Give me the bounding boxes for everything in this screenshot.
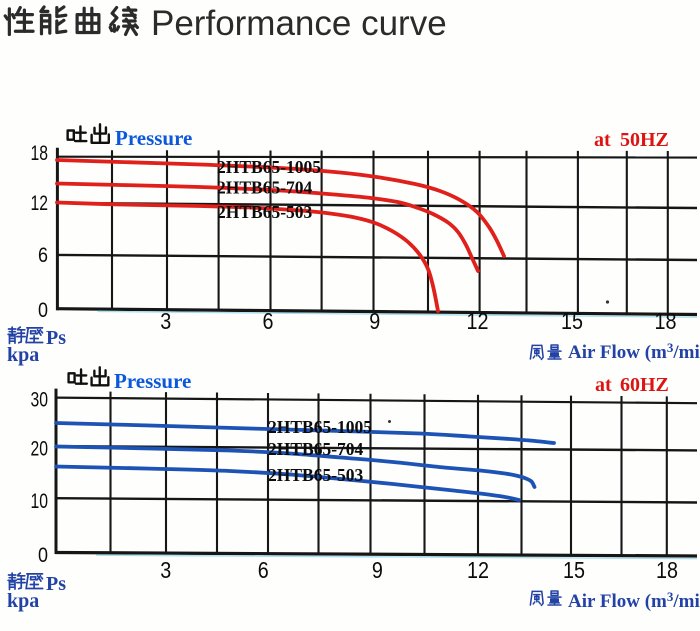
svg-text:Pressure: Pressure <box>114 369 191 393</box>
svg-text:9: 9 <box>369 308 380 334</box>
svg-text:Pressure: Pressure <box>115 126 192 150</box>
svg-text:6: 6 <box>263 308 274 334</box>
svg-text:2HTB65-503: 2HTB65-503 <box>268 465 364 485</box>
svg-text:60HZ: 60HZ <box>620 374 669 396</box>
svg-text:9: 9 <box>372 557 383 583</box>
svg-text:Air Flow (m3/min): Air Flow (m3/min) <box>568 340 700 363</box>
svg-text:0: 0 <box>38 544 48 567</box>
svg-text:2HTB65-1005: 2HTB65-1005 <box>217 157 321 177</box>
svg-text:3: 3 <box>160 308 171 334</box>
svg-text:18: 18 <box>31 142 49 165</box>
svg-text:15: 15 <box>561 308 583 334</box>
svg-text:12: 12 <box>467 308 489 334</box>
svg-text:Performance curve: Performance curve <box>151 4 447 43</box>
svg-text:2HTB65-1005: 2HTB65-1005 <box>268 417 372 437</box>
svg-text:30: 30 <box>31 388 49 411</box>
svg-text:10: 10 <box>31 490 49 513</box>
svg-text:kpa: kpa <box>7 344 39 366</box>
svg-text:15: 15 <box>563 557 585 583</box>
svg-text:18: 18 <box>656 557 678 583</box>
svg-text:kpa: kpa <box>7 590 39 612</box>
svg-text:0: 0 <box>38 299 48 322</box>
svg-text:12: 12 <box>467 557 489 583</box>
svg-text:6: 6 <box>258 557 269 583</box>
svg-text:50HZ: 50HZ <box>620 129 669 151</box>
svg-text:2HTB65-704: 2HTB65-704 <box>268 439 364 459</box>
svg-text:Ps: Ps <box>46 573 66 595</box>
svg-text:Air Flow (m3/min): Air Flow (m3/min) <box>568 589 700 612</box>
svg-text:6: 6 <box>38 244 48 267</box>
svg-text:20: 20 <box>31 438 49 461</box>
svg-text:18: 18 <box>655 308 677 334</box>
svg-text:Ps: Ps <box>46 327 66 349</box>
svg-text:at: at <box>595 374 612 396</box>
svg-text:12: 12 <box>31 192 49 215</box>
svg-text:2HTB65-503: 2HTB65-503 <box>217 202 313 222</box>
svg-text:2HTB65-704: 2HTB65-704 <box>217 178 313 198</box>
svg-text:3: 3 <box>160 557 171 583</box>
svg-text:at: at <box>594 129 611 151</box>
